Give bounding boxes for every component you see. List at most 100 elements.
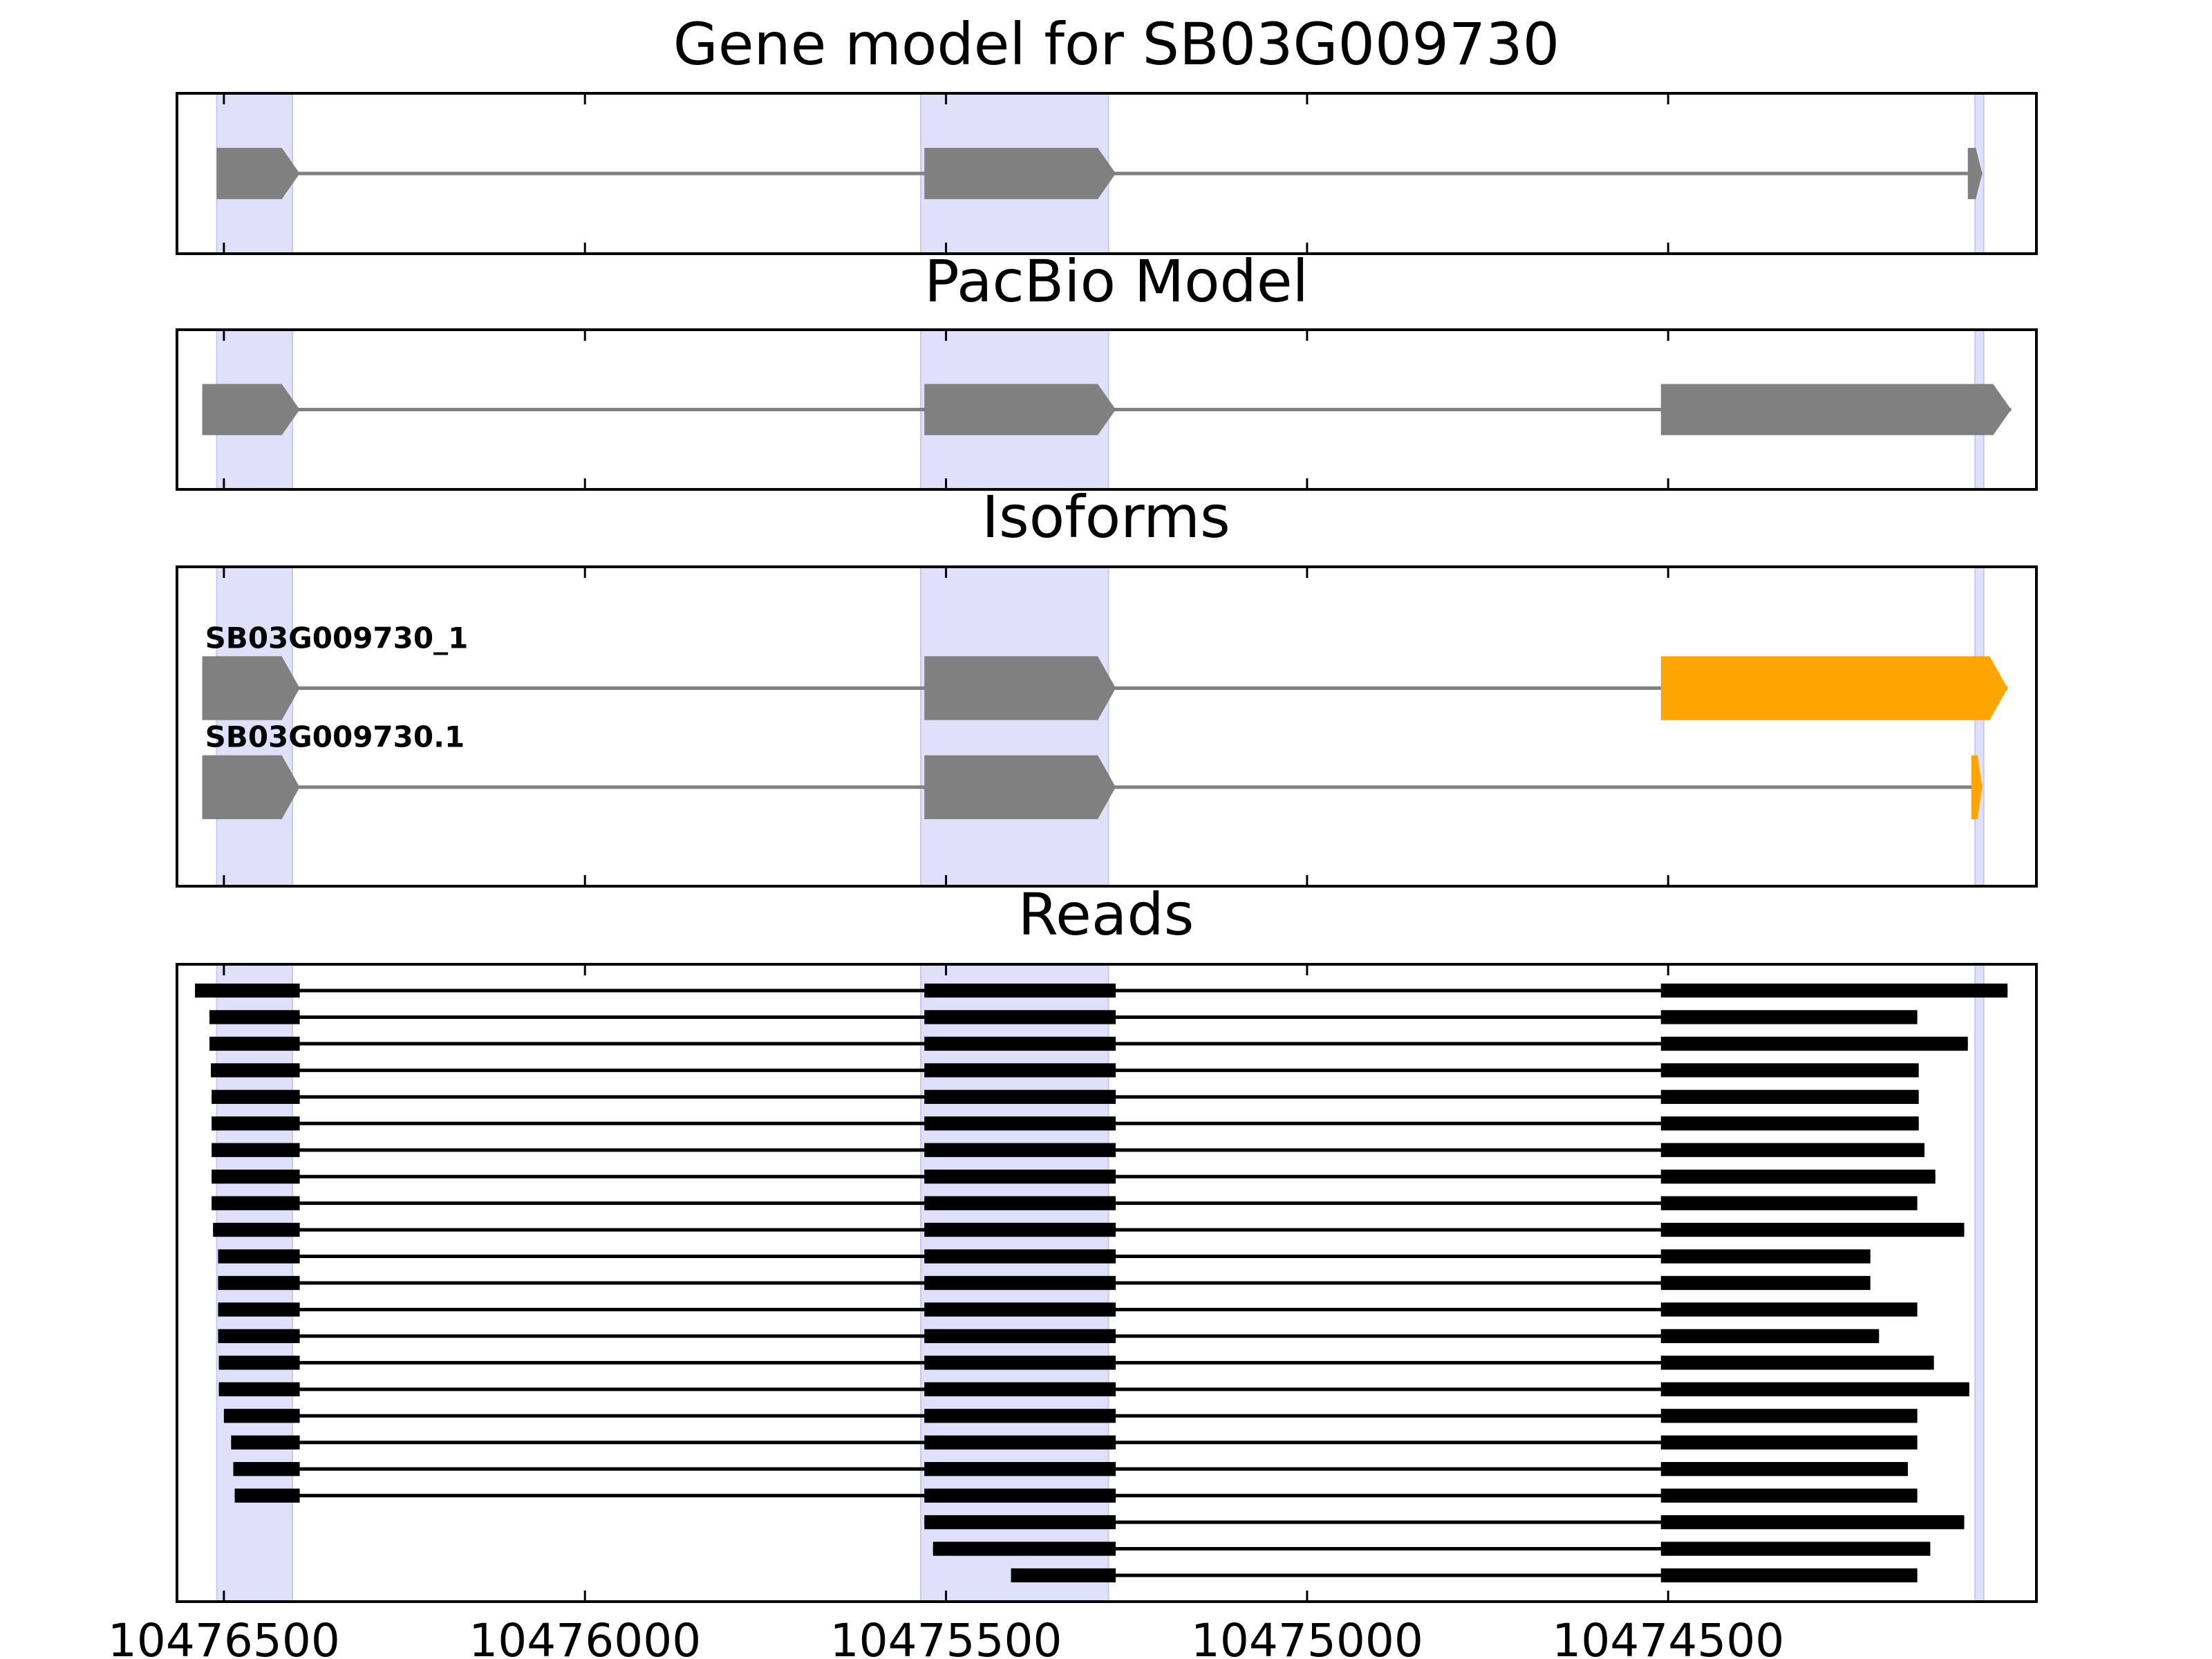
read-block bbox=[209, 1036, 300, 1051]
panel-frame bbox=[176, 565, 2038, 888]
read-block bbox=[924, 1170, 1116, 1184]
read-block bbox=[924, 1462, 1116, 1477]
panel-gene-model: Gene model for SB03G009730 bbox=[176, 10, 2038, 255]
isoform-label: SB03G009730_1 bbox=[205, 621, 469, 655]
read-block bbox=[209, 1010, 300, 1024]
read-block bbox=[234, 1488, 300, 1503]
read-block bbox=[1660, 1143, 1925, 1157]
read-block bbox=[1660, 1249, 1871, 1264]
read-block bbox=[212, 1170, 300, 1184]
read-block bbox=[924, 1089, 1116, 1104]
read-block bbox=[1660, 1515, 1965, 1530]
x-tick-label: 10475500 bbox=[830, 1614, 1062, 1659]
read-block bbox=[212, 1089, 300, 1104]
panel-title: Gene model for SB03G009730 bbox=[673, 10, 1559, 78]
read-block bbox=[924, 1010, 1116, 1024]
plot-area bbox=[176, 328, 2038, 491]
isoform-label: SB03G009730.1 bbox=[205, 720, 465, 754]
read-block bbox=[924, 1356, 1116, 1370]
highlight-band bbox=[920, 566, 1109, 887]
read-block bbox=[1660, 1089, 1919, 1104]
read-block bbox=[1660, 1275, 1871, 1291]
read-block bbox=[924, 1036, 1116, 1051]
exon bbox=[1971, 755, 1983, 819]
read-block bbox=[924, 1329, 1116, 1344]
exon bbox=[924, 384, 1116, 435]
read-block bbox=[218, 1302, 300, 1317]
read-block bbox=[1660, 1382, 1969, 1396]
read-block bbox=[1660, 1116, 1919, 1131]
read-block bbox=[1660, 1010, 1918, 1024]
read-block bbox=[218, 1249, 300, 1264]
read-block bbox=[1011, 1568, 1116, 1583]
exon bbox=[1660, 656, 2008, 720]
panel-title: PacBio Model bbox=[924, 247, 1309, 315]
read-block bbox=[213, 1222, 300, 1237]
read-block bbox=[1660, 1409, 1918, 1423]
read-block bbox=[924, 1063, 1116, 1078]
read-block bbox=[1660, 1036, 1968, 1051]
read-block bbox=[218, 1275, 300, 1291]
x-tick-label: 10475000 bbox=[1191, 1614, 1423, 1659]
read-block bbox=[924, 1249, 1116, 1264]
read-block bbox=[1660, 1196, 1918, 1210]
read-block bbox=[924, 1222, 1116, 1237]
read-block bbox=[924, 1435, 1116, 1450]
read-block bbox=[1660, 1568, 1918, 1583]
read-block bbox=[195, 983, 300, 998]
panel-reads: Reads bbox=[176, 881, 2038, 1603]
exon bbox=[924, 656, 1116, 720]
plot-area: SB03G009730_1 SB03G009730.1 bbox=[176, 565, 2038, 888]
read-block bbox=[924, 1382, 1116, 1396]
plot-area bbox=[176, 92, 2038, 255]
read-block bbox=[1660, 1356, 1934, 1370]
read-block bbox=[924, 1116, 1116, 1131]
read-block bbox=[1660, 1063, 1919, 1078]
read-block bbox=[212, 1143, 300, 1157]
exon bbox=[1660, 384, 2012, 435]
read-block bbox=[924, 1196, 1116, 1210]
read-block bbox=[1660, 1435, 1918, 1450]
read-block bbox=[218, 1329, 300, 1344]
read-block bbox=[212, 1116, 300, 1131]
read-block bbox=[932, 1541, 1116, 1556]
read-block bbox=[231, 1435, 300, 1450]
highlight-band bbox=[1974, 566, 1985, 887]
read-block bbox=[223, 1409, 300, 1423]
exon bbox=[202, 755, 300, 819]
read-block bbox=[924, 1409, 1116, 1423]
read-block bbox=[1660, 1462, 1909, 1477]
read-block bbox=[1660, 1541, 1931, 1556]
exon bbox=[924, 147, 1116, 200]
read-block bbox=[233, 1462, 300, 1477]
exon bbox=[1967, 147, 1983, 200]
panel-pacbio-model: PacBio Model bbox=[176, 247, 2038, 491]
panel-frame bbox=[176, 328, 2038, 491]
highlight-band bbox=[216, 566, 294, 887]
read-block bbox=[1660, 1488, 1918, 1503]
x-tick-label: 10474500 bbox=[1552, 1614, 1784, 1659]
read-block bbox=[1660, 1329, 1880, 1344]
read-block bbox=[1660, 1302, 1918, 1317]
exon bbox=[216, 147, 300, 200]
read-block bbox=[212, 1196, 300, 1210]
panel-isoforms: Isoforms SB03G009730_1 SB03G009730.1 bbox=[176, 483, 2038, 888]
read-block bbox=[924, 1143, 1116, 1157]
highlight-band bbox=[1974, 964, 1985, 1602]
read-block bbox=[218, 1382, 300, 1396]
read-block bbox=[924, 1302, 1116, 1317]
read-block bbox=[924, 983, 1116, 998]
read-block bbox=[924, 1515, 1116, 1530]
exon bbox=[924, 755, 1116, 819]
plot-area bbox=[176, 963, 2038, 1603]
exon bbox=[202, 384, 300, 435]
read-block bbox=[1660, 983, 2008, 998]
panel-frame bbox=[176, 92, 2038, 255]
read-block bbox=[1660, 1170, 1936, 1184]
x-tick-label: 10476500 bbox=[108, 1614, 340, 1659]
exon bbox=[202, 656, 300, 720]
panel-title: Isoforms bbox=[982, 483, 1230, 551]
read-block bbox=[211, 1063, 300, 1078]
panel-title: Reads bbox=[1018, 881, 1194, 948]
